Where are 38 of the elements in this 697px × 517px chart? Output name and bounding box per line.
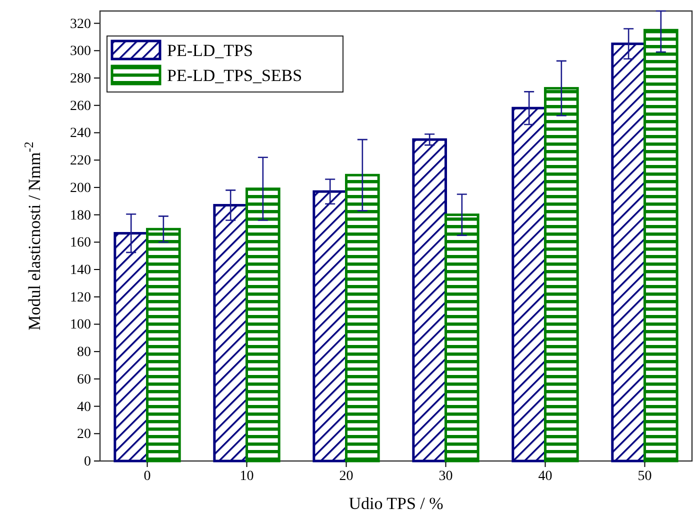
x-tick-label: 40 [538,468,552,484]
y-tick-label: 80 [77,345,91,360]
bar [345,174,380,462]
bar [544,87,579,462]
y-tick-label: 40 [77,400,91,415]
bar [512,106,546,462]
y-tick-label: 260 [70,98,91,114]
y-tick-label: 100 [70,318,91,333]
x-tick-label: 20 [339,468,354,484]
y-tick-label: 20 [77,427,91,442]
bar [611,42,646,462]
bar [312,190,348,462]
y-tick-label: 240 [70,126,91,142]
bar [412,138,447,462]
y-tick-label: 320 [70,16,91,32]
bar [444,214,480,462]
legend-label: PE-LD_TPS_SEBS [167,66,302,85]
y-tick-label: 220 [70,154,91,169]
bar [643,28,678,462]
y-tick-label: 160 [70,236,91,251]
legend-label: PE-LD_TPS [167,41,253,60]
x-tick-label: 30 [438,468,453,484]
y-tick-label: 120 [70,290,91,306]
x-axis-title: Udio TPS / % [348,494,444,513]
bar [246,188,280,462]
y-tick-label: 0 [84,454,91,470]
y-tick-label: 140 [70,262,91,278]
x-tick-label: 0 [144,468,151,484]
bar [213,204,248,462]
x-tick-label: 50 [638,468,652,484]
y-tick-label: 60 [77,372,91,388]
y-tick-label: 180 [70,208,91,224]
y-tick-label: 300 [70,44,91,60]
bar [114,232,149,462]
y-tick-label: 200 [70,180,91,196]
bar [146,228,181,462]
x-tick-label: 10 [240,468,254,484]
y-tick-label: 280 [70,72,91,86]
